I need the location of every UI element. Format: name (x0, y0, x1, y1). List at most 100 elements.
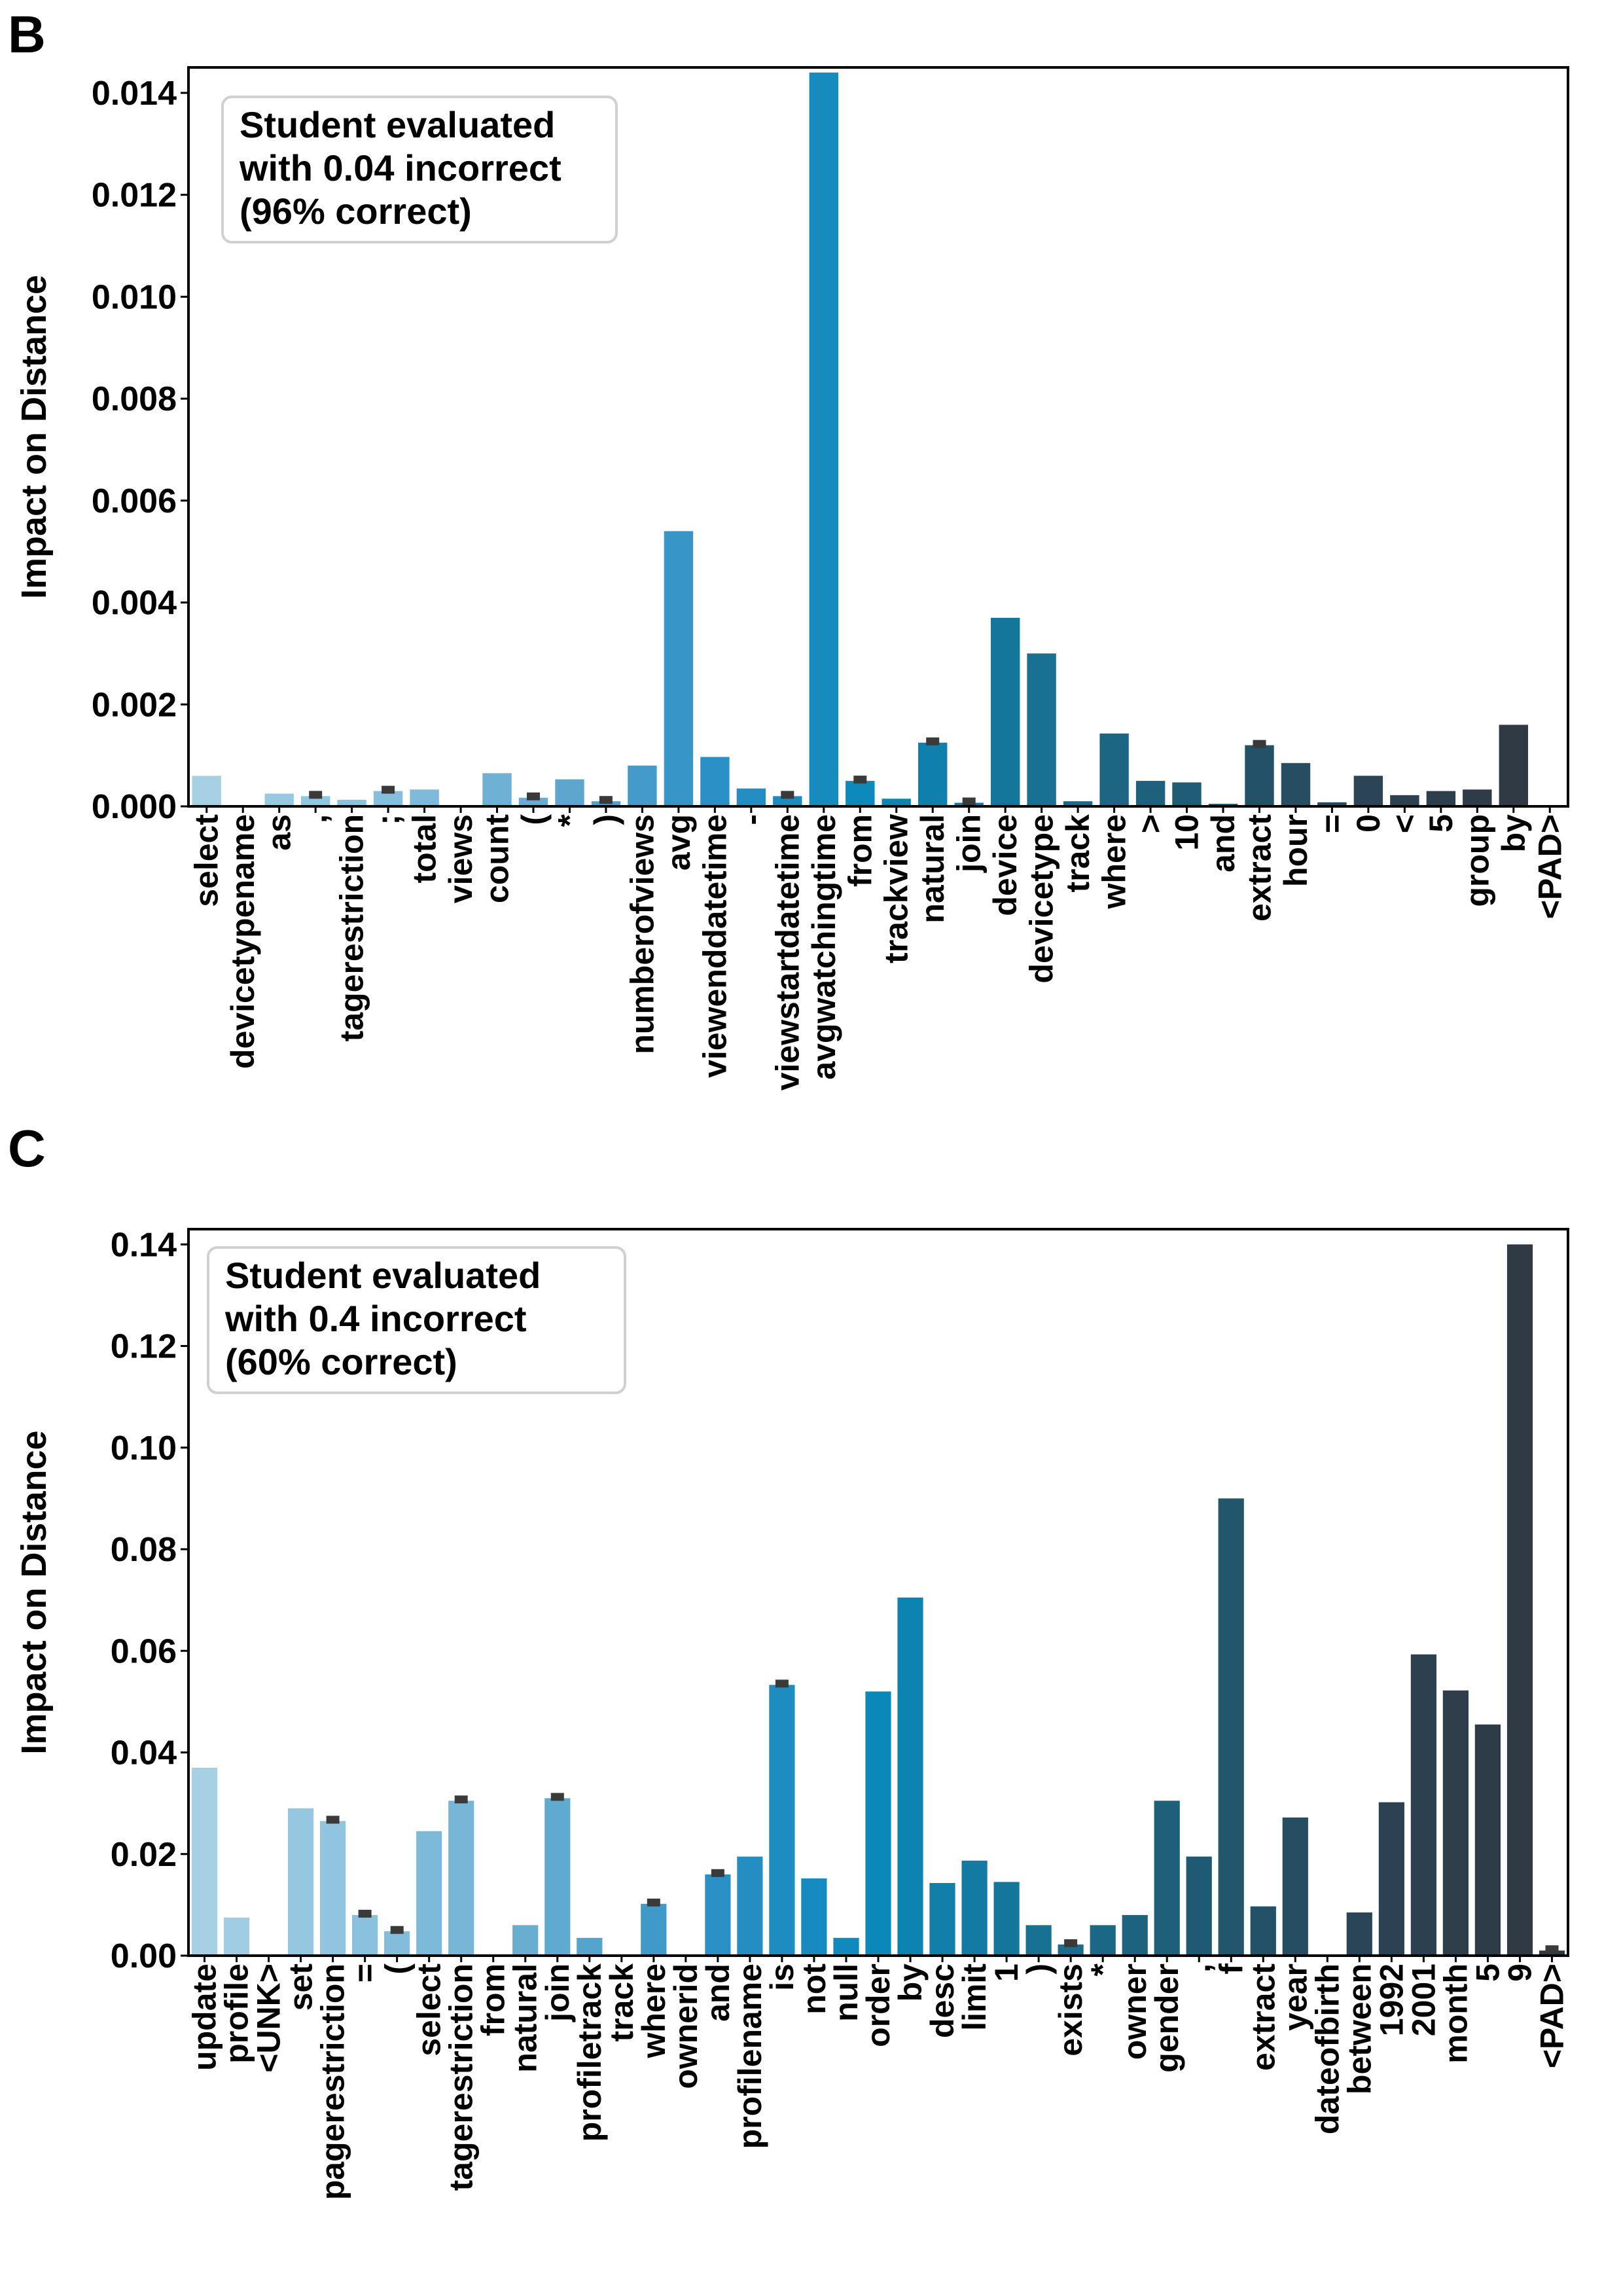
x-tick-label: > (1132, 814, 1169, 833)
bar-24 (1063, 801, 1093, 806)
x-tick-label: extract (1241, 814, 1277, 922)
bar-11 (544, 1798, 571, 1956)
bar-23 (1027, 653, 1056, 806)
x-tick-label: avg (660, 814, 697, 870)
x-tick-label: views (442, 814, 479, 903)
y-tick-label: 0.004 (92, 584, 177, 622)
x-tick-label: f (1213, 1964, 1249, 1975)
x-tick-label: avgwatchingtime (806, 814, 842, 1080)
x-tick-label: not (796, 1964, 832, 2015)
y-tick-label: 0.10 (111, 1429, 177, 1467)
bar-37 (1378, 1802, 1404, 1956)
legend-line: Student evaluated (225, 1255, 541, 1296)
bar-14 (700, 757, 730, 806)
bar-24 (961, 1860, 988, 1956)
bar-29 (1122, 1914, 1148, 1956)
x-tick-label: device (987, 814, 1024, 916)
x-tick-label: <UNK> (251, 1964, 287, 2073)
x-tick-label: hour (1277, 814, 1314, 887)
y-tick-label: 0.012 (92, 177, 177, 215)
y-tick-label: 0.002 (92, 686, 177, 724)
x-tick-label: join (951, 814, 988, 873)
x-tick-label: select (188, 814, 225, 907)
error-bar-9 (527, 792, 540, 800)
x-tick-label: extract (1245, 1964, 1281, 2071)
plot-frame (187, 66, 1569, 808)
x-tick-label: owner (1116, 1964, 1153, 2060)
x-tick-label: natural (914, 814, 951, 924)
bar-29 (1245, 745, 1274, 806)
bar-31 (1317, 802, 1347, 806)
x-tick-label: ; (370, 814, 406, 825)
bar-5 (352, 1914, 378, 1956)
chart-panel-C: C 0.00 0.02 0.04 0.06 0.08 0.10 0.12 0.14 Impact … (8, 1119, 1570, 2200)
error-bar-3 (309, 791, 323, 799)
bar-17 (809, 72, 838, 806)
bar-36 (1499, 725, 1528, 806)
bar-8 (482, 773, 512, 806)
bar-3 (288, 1808, 314, 1956)
bar-39 (1442, 1690, 1469, 1956)
error-bar-18 (853, 776, 867, 784)
bar-27 (1058, 1944, 1084, 1956)
bar-12 (628, 765, 657, 806)
bar-25 (993, 1882, 1020, 1956)
y-tick-label: 0.000 (92, 788, 177, 826)
y-tick-label: 0.010 (92, 278, 177, 316)
bar-41 (1506, 1244, 1533, 1956)
x-tick-label: < (1386, 814, 1423, 833)
bar-4 (337, 799, 366, 806)
y-tick-label: 0.00 (111, 1937, 177, 1975)
bar-30 (1154, 1801, 1180, 1956)
bar-9 (518, 797, 548, 806)
bar-28 (1090, 1925, 1116, 1956)
x-tick-label: desc (924, 1964, 961, 2038)
bar-35 (1463, 789, 1492, 806)
legend-line: (60% correct) (225, 1341, 457, 1382)
bar-22 (897, 1597, 923, 1956)
error-bar-5 (382, 785, 395, 794)
bar-21 (865, 1691, 891, 1956)
x-tick-label: select (411, 1964, 448, 2056)
x-tick-label: profiletrack (571, 1964, 608, 2142)
error-bar-8 (454, 1795, 468, 1804)
x-tick-label: ( (379, 1964, 416, 1975)
error-bar-11 (550, 1793, 564, 1801)
x-tick-label: , (297, 814, 334, 823)
x-tick-label: ownerid (668, 1964, 704, 2089)
x-tick-label: group (1459, 814, 1495, 907)
x-tick-label: ( (515, 814, 552, 825)
x-tick-label: = (1313, 814, 1350, 833)
error-bar-27 (1064, 1939, 1078, 1947)
y-tick-label: 0.08 (111, 1531, 177, 1569)
x-tick-label: - (733, 814, 770, 825)
bar-33 (1390, 795, 1419, 806)
x-tick-label: year (1277, 1964, 1313, 2031)
bar-17 (737, 1856, 763, 1956)
bar-20 (918, 742, 948, 806)
y-tick-label: 0.04 (111, 1734, 177, 1772)
bar-6 (410, 789, 439, 806)
x-tick-label: numberofviews (624, 814, 660, 1054)
error-bar-21 (962, 797, 976, 806)
bar-27 (1172, 782, 1202, 806)
y-axis-label: Impact on Distance (14, 1430, 54, 1754)
chart-panel-B: B 0.000 0.002 0.004 0.006 0.008 0.010 0.012 0.01… (8, 5, 1569, 1090)
x-tick-label: dateofbirth (1309, 1964, 1345, 2134)
bar-20 (833, 1937, 859, 1956)
bar-34 (1426, 791, 1456, 806)
x-tick-label: tagerestriction (443, 1964, 480, 2191)
x-tick-label: null (828, 1964, 864, 2022)
x-tick-label: update (187, 1964, 223, 2071)
y-tick-label: 0.14 (111, 1226, 177, 1264)
bar-3 (301, 796, 330, 806)
x-tick-label: viewstartdatetime (769, 814, 806, 1090)
bar-13 (664, 531, 694, 806)
x-tick-label: by (892, 1964, 929, 2002)
x-tick-label: 0 (1350, 814, 1387, 833)
x-tick-label: devicetypename (224, 814, 261, 1069)
bar-10 (512, 1925, 539, 1956)
x-tick-label: as (261, 814, 298, 851)
x-tick-label: by (1495, 814, 1532, 853)
x-tick-label: ) (1020, 1964, 1057, 1975)
